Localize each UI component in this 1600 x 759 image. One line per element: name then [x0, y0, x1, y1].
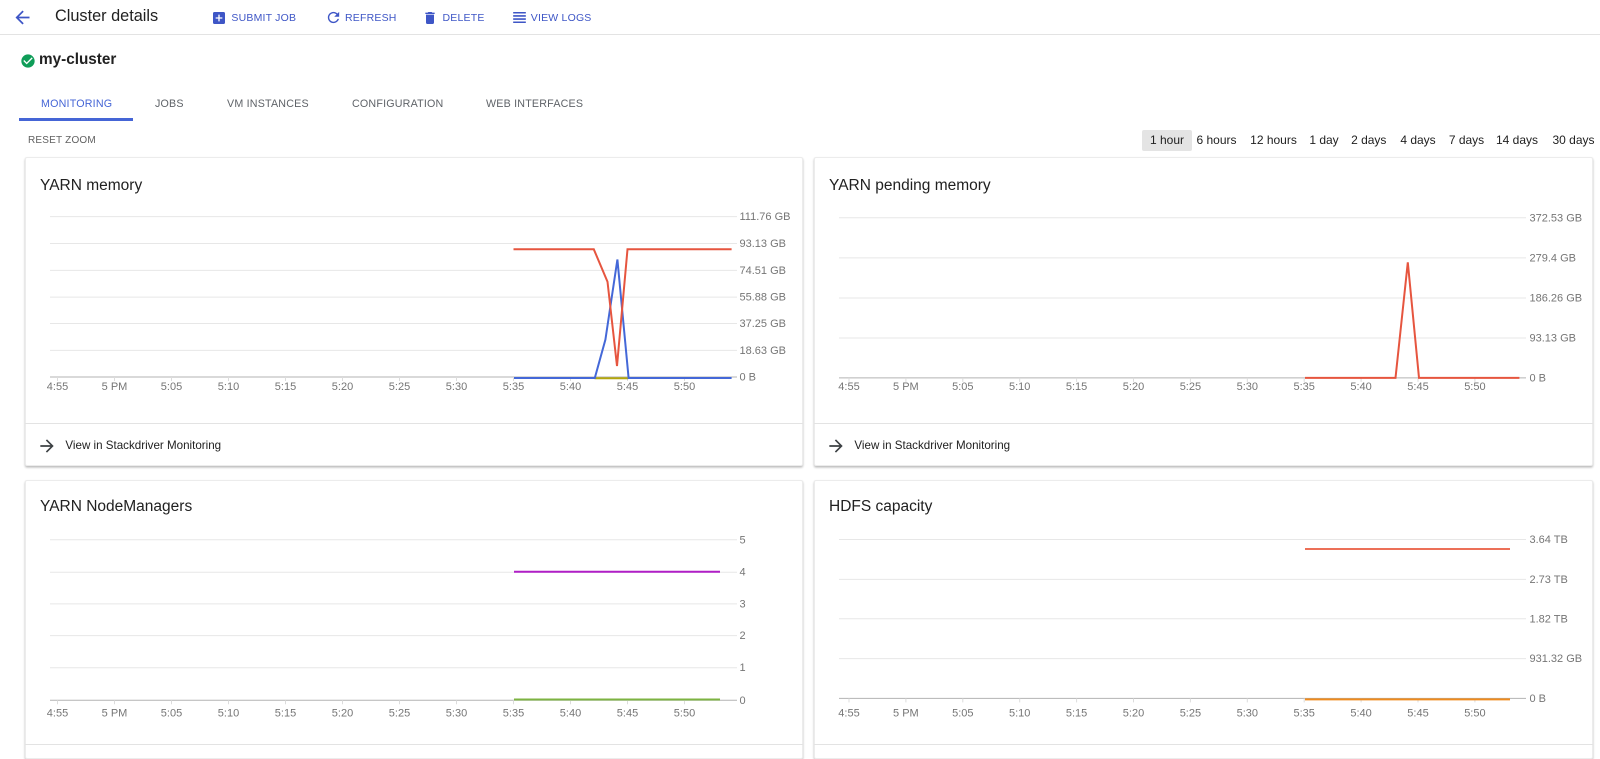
svg-text:4:55: 4:55 [47, 708, 68, 720]
svg-text:0 B: 0 B [1530, 693, 1547, 705]
svg-text:5:30: 5:30 [446, 708, 467, 720]
svg-text:4:55: 4:55 [47, 381, 68, 393]
svg-text:18.63 GB: 18.63 GB [740, 345, 786, 357]
svg-text:5 PM: 5 PM [893, 708, 919, 720]
svg-text:37.25 GB: 37.25 GB [740, 318, 786, 330]
svg-text:5:10: 5:10 [218, 381, 239, 393]
svg-text:4:55: 4:55 [838, 381, 859, 393]
svg-text:5:20: 5:20 [332, 381, 353, 393]
svg-text:5:05: 5:05 [161, 381, 182, 393]
svg-text:5:45: 5:45 [617, 381, 638, 393]
svg-text:5 PM: 5 PM [102, 381, 128, 393]
svg-text:5:15: 5:15 [1066, 708, 1087, 720]
svg-text:5:50: 5:50 [674, 381, 695, 393]
svg-text:5:50: 5:50 [674, 708, 695, 720]
svg-text:5:50: 5:50 [1464, 708, 1485, 720]
svg-text:3.64 TB: 3.64 TB [1530, 534, 1568, 546]
svg-text:2.73 TB: 2.73 TB [1530, 574, 1568, 586]
svg-text:5:25: 5:25 [1180, 708, 1201, 720]
svg-text:5:25: 5:25 [389, 381, 410, 393]
svg-text:2: 2 [740, 630, 746, 642]
svg-text:1: 1 [740, 662, 746, 674]
svg-text:93.13 GB: 93.13 GB [740, 238, 786, 250]
svg-text:372.53 GB: 372.53 GB [1530, 212, 1583, 224]
svg-text:5:30: 5:30 [1237, 381, 1258, 393]
svg-text:279.4 GB: 279.4 GB [1530, 252, 1576, 264]
svg-text:4: 4 [740, 567, 746, 579]
svg-text:5:35: 5:35 [1293, 708, 1314, 720]
svg-text:5:30: 5:30 [1237, 708, 1258, 720]
svg-text:0: 0 [740, 695, 746, 707]
svg-text:5:25: 5:25 [1180, 381, 1201, 393]
svg-text:55.88 GB: 55.88 GB [740, 292, 786, 304]
svg-text:0 B: 0 B [740, 372, 757, 384]
svg-text:5 PM: 5 PM [102, 708, 128, 720]
svg-text:5:05: 5:05 [952, 708, 973, 720]
svg-text:5:40: 5:40 [560, 708, 581, 720]
svg-text:5:45: 5:45 [1407, 381, 1428, 393]
svg-text:5:45: 5:45 [617, 708, 638, 720]
svg-text:1.82 TB: 1.82 TB [1530, 613, 1568, 625]
svg-text:931.32 GB: 931.32 GB [1530, 653, 1583, 665]
svg-text:5:35: 5:35 [503, 381, 524, 393]
svg-text:4:55: 4:55 [838, 708, 859, 720]
svg-text:5: 5 [740, 534, 746, 546]
svg-text:5:10: 5:10 [1009, 708, 1030, 720]
svg-text:5:25: 5:25 [389, 708, 410, 720]
svg-text:0 B: 0 B [1530, 372, 1547, 384]
svg-text:93.13 GB: 93.13 GB [1530, 333, 1576, 345]
svg-text:5:40: 5:40 [1350, 381, 1371, 393]
svg-text:5:05: 5:05 [161, 708, 182, 720]
svg-text:111.76 GB: 111.76 GB [740, 211, 791, 223]
svg-text:5:35: 5:35 [503, 708, 524, 720]
svg-text:5:35: 5:35 [1293, 381, 1314, 393]
svg-text:5:45: 5:45 [1407, 708, 1428, 720]
svg-text:5:50: 5:50 [1464, 381, 1485, 393]
svg-text:74.51 GB: 74.51 GB [740, 265, 786, 277]
svg-text:5:15: 5:15 [275, 708, 296, 720]
svg-text:5:40: 5:40 [560, 381, 581, 393]
svg-text:5:15: 5:15 [275, 381, 296, 393]
svg-text:5:10: 5:10 [218, 708, 239, 720]
svg-text:5:40: 5:40 [1350, 708, 1371, 720]
svg-text:5:30: 5:30 [446, 381, 467, 393]
svg-text:5 PM: 5 PM [893, 381, 919, 393]
svg-text:5:15: 5:15 [1066, 381, 1087, 393]
svg-text:5:20: 5:20 [332, 708, 353, 720]
svg-text:186.26 GB: 186.26 GB [1530, 293, 1583, 305]
svg-text:5:10: 5:10 [1009, 381, 1030, 393]
svg-text:5:05: 5:05 [952, 381, 973, 393]
svg-text:3: 3 [740, 598, 746, 610]
svg-text:5:20: 5:20 [1123, 708, 1144, 720]
svg-text:5:20: 5:20 [1123, 381, 1144, 393]
